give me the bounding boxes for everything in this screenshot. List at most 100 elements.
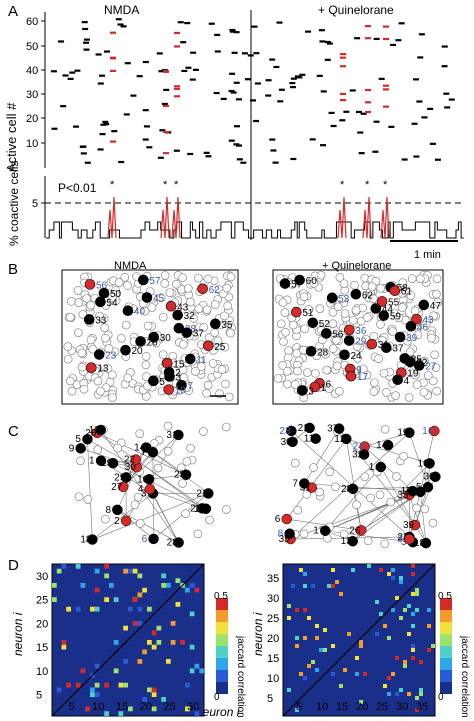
cell [185,297,195,307]
matrix-cell [415,592,419,596]
raster-event [236,158,243,161]
raster-event [278,88,285,91]
x-tick-label: 5 [68,701,74,713]
matrix-cell [395,596,399,600]
edge [380,466,427,544]
matrix-cell [123,659,128,664]
raster-event [95,53,102,56]
node-label: 15 [194,504,206,515]
node [355,525,367,536]
matrix-cell [323,648,327,652]
matrix-cell [303,676,307,680]
panel-d: D neuron i neuron i neuron i jaccard cor… [8,557,470,719]
matrix-cell [411,612,415,616]
colorbar-step [440,646,452,658]
raster-event-coactive [163,130,169,134]
cell [328,344,338,353]
cell [419,387,429,397]
colorbar-min-left: 0 [214,692,220,703]
node-label: 21 [298,423,310,434]
cell [135,429,145,439]
y-tick-label: 10 [36,666,48,678]
cell-label: 26 [147,337,159,348]
cell [422,318,432,327]
raster-event [417,56,424,59]
raster-event [290,77,297,80]
cell [283,379,292,389]
raster-event [157,156,164,159]
raster-event [214,50,221,53]
cell [86,300,96,310]
edge [304,428,340,484]
matrix-cell [391,576,395,580]
matrix-cell [113,640,119,645]
active-cell [176,379,187,391]
node-label: 29 [114,472,126,483]
significance-star: * [383,179,388,191]
raster-event [142,138,149,141]
cell [178,479,187,488]
raster-event-coactive [383,88,389,91]
raster-event [343,110,350,113]
matrix-cell [399,580,403,584]
cell [324,384,334,393]
node-label: 11 [304,434,315,445]
raster-event [324,58,331,61]
node-label: 3 [141,488,147,499]
node [144,483,156,495]
cell [182,457,192,466]
cell [386,497,396,507]
active-cell [411,313,422,325]
node-label: 14 [134,443,146,454]
raster-event [82,27,89,31]
matrix-cell [170,640,176,645]
cell [74,298,84,307]
cell-label: 19 [407,369,419,380]
matrix-cell [407,604,411,608]
active-cell [161,358,173,369]
time-scalebar-label: 1 min [414,249,441,260]
node-label: 8 [105,505,111,516]
cell [303,368,312,377]
raster-event-coactive [174,95,180,98]
matrix-cell [411,656,415,660]
cell [196,362,206,372]
active-cell [122,305,134,316]
matrix-cell [331,584,335,588]
cell-label: 39 [406,333,418,344]
node-label: 25 [174,470,186,481]
cell [93,445,103,454]
edge [325,491,421,532]
cell [189,314,199,323]
matrix-cell [379,568,383,572]
matrix-cell [419,688,423,692]
raster-event [320,90,327,93]
cell [397,303,407,312]
network-quinelorane: 3736343533392624323028312318212217191415… [275,422,441,549]
cell [410,306,420,316]
raster-event [448,98,455,101]
y-tick-label: 10 [267,673,279,685]
cell [376,320,385,329]
matrix-cell [142,649,147,655]
cell [95,311,104,321]
matrix-cell [339,592,343,596]
cell [325,467,335,477]
cell [300,324,309,334]
colorbar-step [216,610,228,622]
node [358,449,370,460]
colorbar-step [216,670,228,682]
matrix-cell [403,608,407,612]
y-tick-label: 15 [36,642,48,654]
active-cell [343,335,355,346]
raster-event [83,41,90,44]
cell [382,388,391,397]
edge [117,509,154,540]
edge [364,432,410,447]
active-cell [309,381,321,393]
matrix-cell [94,692,100,697]
raster-event [328,111,335,114]
node-label: 4 [138,484,144,495]
cell [114,278,124,287]
